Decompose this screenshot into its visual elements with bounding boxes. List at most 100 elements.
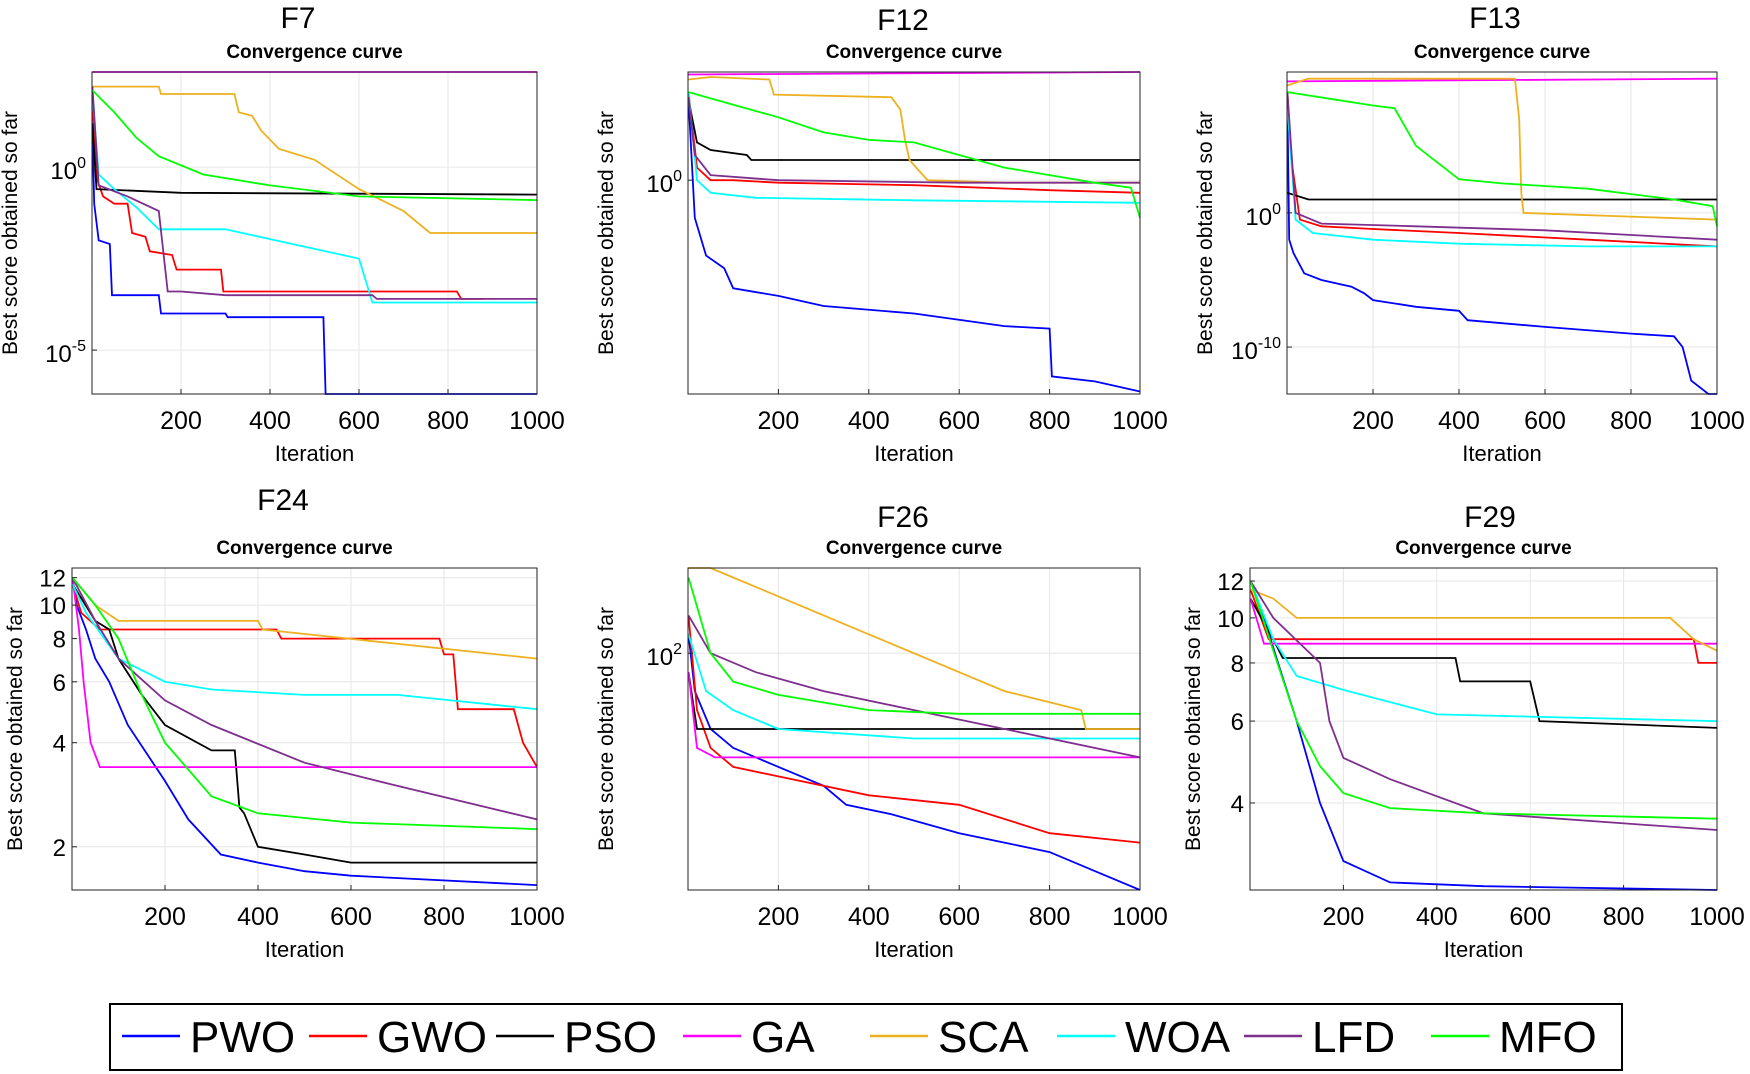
series-line-pso bbox=[91, 123, 538, 196]
legend-label-pwo: PWO bbox=[190, 1013, 295, 1062]
x-tick-label: 400 bbox=[237, 903, 279, 931]
series-line-woa bbox=[71, 583, 538, 711]
x-tick-label: 400 bbox=[848, 903, 890, 931]
panel-label: F13 bbox=[1469, 2, 1521, 35]
chart-title: Convergence curve bbox=[1414, 42, 1590, 63]
series-line-lfd bbox=[1286, 92, 1718, 241]
series-line-sca bbox=[1287, 77, 1718, 221]
series-line-mfo bbox=[91, 89, 538, 201]
x-tick-label: 800 bbox=[427, 407, 469, 435]
x-tick-label: 400 bbox=[1438, 407, 1480, 435]
x-axis-label: Iteration bbox=[874, 441, 954, 466]
legend-label-lfd: LFD bbox=[1312, 1013, 1395, 1062]
x-tick-label: 400 bbox=[249, 407, 291, 435]
x-axis-label: Iteration bbox=[275, 441, 355, 466]
series-line-woa bbox=[687, 92, 1141, 204]
x-tick-label: 400 bbox=[848, 407, 890, 435]
y-tick-label: 10 bbox=[1217, 606, 1244, 633]
series-line-sca bbox=[92, 85, 537, 234]
chart-title: Convergence curve bbox=[826, 538, 1002, 559]
x-tick-label: 400 bbox=[1416, 903, 1458, 931]
x-tick-label: 1000 bbox=[1689, 407, 1745, 435]
y-axis-label: Best score obtained so far bbox=[1194, 111, 1217, 355]
plot-area bbox=[688, 72, 1140, 394]
series-line-mfo bbox=[1249, 580, 1718, 820]
series-line-ga bbox=[1287, 77, 1718, 83]
y-tick-label: 4 bbox=[1231, 791, 1244, 818]
axes-frame bbox=[1249, 567, 1718, 891]
x-tick-label: 200 bbox=[758, 407, 800, 435]
x-tick-label: 600 bbox=[1524, 407, 1566, 435]
y-tick-label: 6 bbox=[1231, 709, 1244, 736]
panel-f12: 200 400 600 800 1000 100 Convergence curve Iter… bbox=[595, 4, 1168, 466]
series-line-pwo bbox=[91, 130, 537, 395]
panel-label: F7 bbox=[280, 2, 315, 35]
x-tick-label: 600 bbox=[338, 407, 380, 435]
legend-label-mfo: MFO bbox=[1499, 1013, 1597, 1062]
series-line-gwo bbox=[91, 101, 484, 300]
x-tick-label: 200 bbox=[144, 903, 186, 931]
panel-f26: 200 400 600 800 1000 102 Convergence curve Iter… bbox=[595, 501, 1168, 962]
series-line-ga bbox=[1249, 598, 1717, 645]
y-tick-label: 2 bbox=[53, 835, 66, 862]
series-line-pwo bbox=[1249, 580, 1718, 891]
x-tick-label: 200 bbox=[160, 407, 202, 435]
axes-frame bbox=[1286, 71, 1718, 395]
plot-area bbox=[1287, 72, 1717, 394]
x-tick-label: 200 bbox=[1323, 903, 1365, 931]
legend: PWO GWO PSO GA SCA WOA LFD MFO bbox=[109, 1003, 1623, 1071]
y-tick-label: 6 bbox=[53, 670, 66, 697]
y-tick-label: 8 bbox=[53, 627, 66, 654]
x-tick-label: 800 bbox=[423, 903, 465, 931]
x-tick-label: 600 bbox=[938, 407, 980, 435]
series-line-pwo bbox=[687, 99, 1141, 393]
x-tick-label: 1000 bbox=[509, 903, 565, 931]
y-tick-label: 10 bbox=[39, 593, 66, 620]
y-tick-label: 4 bbox=[53, 731, 66, 758]
series-line-ga bbox=[687, 672, 1140, 759]
chart-title: Convergence curve bbox=[1395, 538, 1571, 559]
axes-frame bbox=[687, 71, 1141, 395]
y-axis-label: Best score obtained so far bbox=[595, 607, 618, 851]
y-axis-label: Best score obtained so far bbox=[0, 111, 22, 355]
series-line-lfd bbox=[71, 577, 538, 821]
y-tick-label: 12 bbox=[39, 566, 66, 593]
series-line-lfd bbox=[687, 97, 1140, 184]
series-line-lfd bbox=[1249, 580, 1718, 831]
x-axis-label: Iteration bbox=[1462, 441, 1542, 466]
axes-frame bbox=[91, 71, 538, 395]
series-line-sca bbox=[688, 567, 1140, 730]
panel-label: F26 bbox=[877, 501, 929, 534]
y-tick-label: 100 bbox=[646, 168, 682, 198]
panel-f29: 200 400 600 800 1000 4 6 8 10 12 Convergence curve… bbox=[1182, 501, 1745, 962]
panel-f7: 200 400 600 800 1000 100 10-5 Convergence curve… bbox=[0, 2, 565, 466]
x-axis-label: Iteration bbox=[874, 937, 954, 962]
chart-title: Convergence curve bbox=[226, 42, 402, 63]
series-line-pso bbox=[687, 99, 1140, 161]
y-axis-label: Best score obtained so far bbox=[4, 607, 27, 851]
panel-label: F29 bbox=[1464, 501, 1516, 534]
series-line-woa bbox=[91, 93, 537, 304]
series-line-pwo bbox=[71, 577, 538, 886]
legend-label-ga: GA bbox=[751, 1013, 815, 1062]
y-tick-label: 10-10 bbox=[1231, 335, 1281, 365]
series-line-woa bbox=[1249, 580, 1718, 722]
y-tick-label: 8 bbox=[1231, 651, 1244, 678]
x-tick-label: 800 bbox=[1029, 407, 1071, 435]
y-tick-label: 12 bbox=[1217, 569, 1244, 596]
series-line-sca bbox=[1250, 588, 1718, 652]
panel-label: F12 bbox=[877, 4, 929, 37]
x-tick-label: 1000 bbox=[1689, 903, 1745, 931]
plot-area bbox=[1250, 568, 1717, 890]
series-line-gwo bbox=[687, 91, 1141, 194]
axes-frame bbox=[687, 567, 1141, 891]
x-tick-label: 600 bbox=[938, 903, 980, 931]
panel-f13: 200 400 600 800 1000 100 10-10 Convergence curv… bbox=[1194, 2, 1745, 466]
series-line-mfo bbox=[688, 91, 1141, 219]
chart-title: Convergence curve bbox=[216, 538, 392, 559]
panel-label: F24 bbox=[257, 484, 309, 517]
x-tick-label: 200 bbox=[758, 903, 800, 931]
chart-title: Convergence curve bbox=[826, 42, 1002, 63]
x-tick-label: 1000 bbox=[1112, 407, 1168, 435]
